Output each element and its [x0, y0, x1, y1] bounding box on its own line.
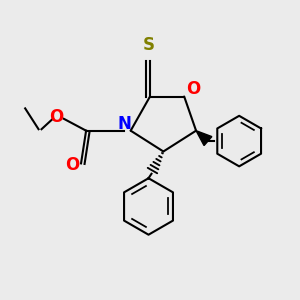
Text: O: O: [49, 108, 64, 126]
Text: O: O: [186, 80, 200, 98]
Text: O: O: [66, 156, 80, 174]
Polygon shape: [196, 131, 212, 146]
Text: N: N: [117, 115, 131, 133]
Text: S: S: [142, 36, 154, 54]
